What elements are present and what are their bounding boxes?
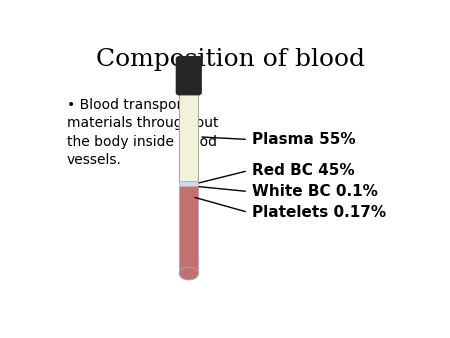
Text: Plasma 55%: Plasma 55%: [252, 132, 355, 147]
Text: • Blood transports
materials through out
the body inside blood
vessels.: • Blood transports materials through out…: [67, 98, 218, 167]
Ellipse shape: [179, 267, 198, 280]
Text: Red BC 45%: Red BC 45%: [252, 163, 354, 178]
FancyBboxPatch shape: [176, 57, 201, 95]
Bar: [179, 181, 198, 186]
Text: Composition of blood: Composition of blood: [96, 48, 365, 71]
Text: Platelets 0.17%: Platelets 0.17%: [252, 205, 386, 220]
Bar: [179, 93, 198, 181]
Text: White BC 0.1%: White BC 0.1%: [252, 184, 378, 199]
Bar: [179, 186, 198, 273]
